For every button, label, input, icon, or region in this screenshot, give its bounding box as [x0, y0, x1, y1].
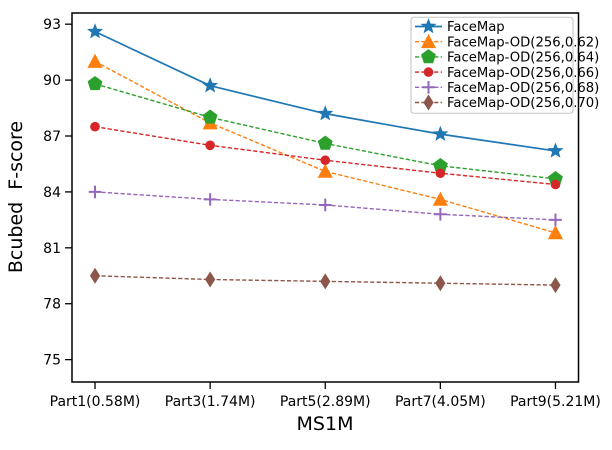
series-marker — [432, 191, 448, 206]
series-marker — [87, 23, 104, 39]
series-marker — [317, 163, 333, 178]
series-marker — [87, 53, 103, 68]
legend-item-label: FaceMap — [447, 20, 505, 35]
y-tick-label: 75 — [43, 353, 61, 369]
legend-marker — [420, 33, 437, 49]
x-tick-label: Part9(5.21M) — [510, 394, 601, 410]
series-marker — [550, 179, 561, 190]
legend-marker — [423, 94, 434, 111]
series-marker — [205, 271, 216, 288]
x-tick-label: Part3(1.74M) — [165, 394, 256, 410]
series-marker — [318, 198, 332, 212]
series-marker — [547, 225, 564, 240]
series-marker — [432, 158, 448, 173]
legend-item-label: FaceMap-OD(256,0.64) — [447, 51, 599, 66]
series-marker — [202, 109, 218, 124]
series-marker — [202, 77, 219, 93]
series-marker — [432, 125, 449, 141]
x-tick-label: Part5(2.89M) — [280, 394, 371, 410]
legend-item-label: FaceMap-OD(256,0.62) — [447, 35, 599, 50]
y-axis-label: Bcubed F-score — [5, 120, 27, 274]
series-marker — [87, 76, 103, 91]
x-tick-label: Part7(4.05M) — [395, 394, 486, 410]
series-marker — [549, 213, 562, 227]
legend-item-label: FaceMap-OD(256,0.70) — [447, 96, 599, 111]
legend-box — [410, 16, 574, 114]
legend-item-label: FaceMap-OD(256,0.66) — [447, 66, 599, 81]
series-marker — [434, 207, 447, 221]
series-marker — [90, 121, 100, 132]
series-marker — [205, 140, 215, 151]
series-line — [94, 60, 556, 234]
series-marker — [317, 105, 334, 121]
legend-marker — [420, 18, 437, 34]
series-marker — [435, 168, 446, 179]
y-tick-label: 81 — [43, 241, 61, 257]
legend-marker — [423, 67, 434, 77]
legend-marker — [421, 49, 436, 64]
y-tick-label: 84 — [43, 185, 61, 201]
legend-marker — [422, 81, 435, 94]
x-axis-label: MS1M — [296, 413, 354, 435]
y-tick-label: 78 — [43, 297, 61, 313]
series-marker — [320, 155, 331, 166]
y-tick-label: 87 — [43, 129, 61, 145]
legend-item-label: FaceMap-OD(256,0.68) — [447, 81, 599, 96]
series-marker — [550, 277, 561, 294]
series-marker — [89, 267, 101, 284]
series-marker — [547, 142, 564, 158]
series-marker — [435, 275, 446, 292]
y-tick-label: 93 — [43, 17, 61, 33]
series-marker — [88, 185, 102, 199]
x-tick-label: Part1(0.58M) — [50, 394, 141, 410]
series-marker — [320, 273, 331, 290]
series-marker — [203, 193, 217, 206]
series-marker — [317, 135, 333, 150]
y-tick-label: 90 — [43, 73, 61, 89]
